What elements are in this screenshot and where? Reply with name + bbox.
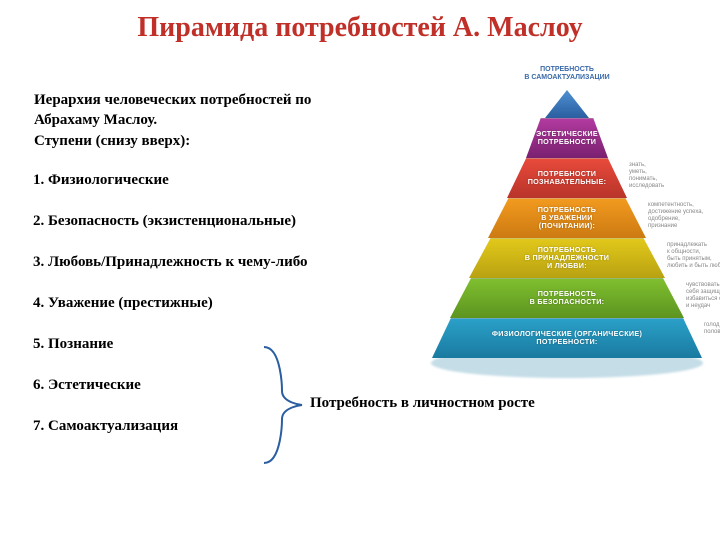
pyramid-level: ПОТРЕБНОСТЬВ УВАЖЕНИИ(ПОЧИТАНИИ):: [488, 198, 646, 238]
intro-line-2: Абрахаму Маслоу.: [34, 112, 157, 128]
pyramid-level-label: ПОТРЕБНОСТЬВ ПРИНАДЛЕЖНОСТИИ ЛЮБВИ:: [521, 246, 614, 271]
pyramid-apex-face: [545, 90, 589, 118]
list-item-label: Любовь/Принадлежность к чему-либо: [48, 254, 308, 270]
pyramid-level: ЭСТЕТИЧЕСКИЕПОТРЕБНОСТИ: [526, 118, 608, 158]
pyramid-level: ФИЗИОЛОГИЧЕСКИЕ (ОРГАНИЧЕСКИЕ)ПОТРЕБНОСТ…: [432, 318, 702, 358]
pyramid-level: ПОТРЕБНОСТИПОЗНАВАТЕЛЬНЫЕ:: [507, 158, 627, 198]
pyramid-side-note: голод, жажда,половое влечение и др.: [704, 322, 720, 336]
list-item-label: Эстетические: [48, 377, 141, 393]
pyramid-level-label: ПОТРЕБНОСТИПОЗНАВАТЕЛЬНЫЕ:: [524, 170, 611, 187]
list-item-label: Безопасность (экзистенциональные): [48, 213, 296, 229]
pyramid-level: ПОТРЕБНОСТЬВ ПРИНАДЛЕЖНОСТИИ ЛЮБВИ:: [469, 238, 665, 278]
list-item: Физиологические: [48, 172, 358, 189]
pyramid-apex-label: ПОТРЕБНОСТЬВ САМОАКТУАЛИЗАЦИИ: [507, 66, 627, 81]
pyramid-side-note: принадлежатьк общности,быть принятым,люб…: [667, 242, 720, 270]
pyramid-level-label: ПОТРЕБНОСТЬВ БЕЗОПАСНОСТИ:: [526, 290, 609, 307]
pyramid-apex: [545, 90, 589, 118]
intro-line-1: Иерархия человеческих потребностей по: [34, 92, 311, 108]
list-item-label: Уважение (престижные): [48, 295, 213, 311]
list-item: Безопасность (экзистенциональные): [48, 213, 358, 230]
intro-line-3: Ступени (снизу вверх):: [34, 133, 190, 149]
intro-text: Иерархия человеческих потребностей по Аб…: [34, 90, 364, 151]
pyramid-level: ПОТРЕБНОСТЬВ БЕЗОПАСНОСТИ:: [450, 278, 684, 318]
list-item: Уважение (престижные): [48, 295, 358, 312]
list-item-label: Самоактуализация: [48, 418, 178, 434]
title-text: Пирамида потребностей А. Маслоу: [137, 12, 582, 43]
list-item-label: Физиологические: [48, 172, 169, 188]
pyramid-side-note: компетентность,достижение успеха,одобрен…: [648, 202, 720, 230]
bracket-icon: [262, 345, 312, 475]
pyramid-side-note: знать,уметь,понимать,исследовать: [629, 162, 707, 190]
list-item-label: Познание: [48, 336, 113, 352]
maslow-pyramid: ПОТРЕБНОСТЬВ САМОАКТУАЛИЗАЦИИ ЭСТЕТИЧЕСК…: [432, 70, 702, 400]
pyramid-level-label: ПОТРЕБНОСТЬВ УВАЖЕНИИ(ПОЧИТАНИИ):: [534, 206, 601, 231]
list-item: Любовь/Принадлежность к чему-либо: [48, 254, 358, 271]
pyramid-level-label: ФИЗИОЛОГИЧЕСКИЕ (ОРГАНИЧЕСКИЕ)ПОТРЕБНОСТ…: [488, 330, 646, 347]
page-title: Пирамида потребностей А. Маслоу: [0, 12, 720, 44]
pyramid-level-label: ЭСТЕТИЧЕСКИЕПОТРЕБНОСТИ: [532, 130, 602, 147]
pyramid-side-note: чувствоватьсебя защищённым,избавиться от…: [686, 282, 720, 310]
